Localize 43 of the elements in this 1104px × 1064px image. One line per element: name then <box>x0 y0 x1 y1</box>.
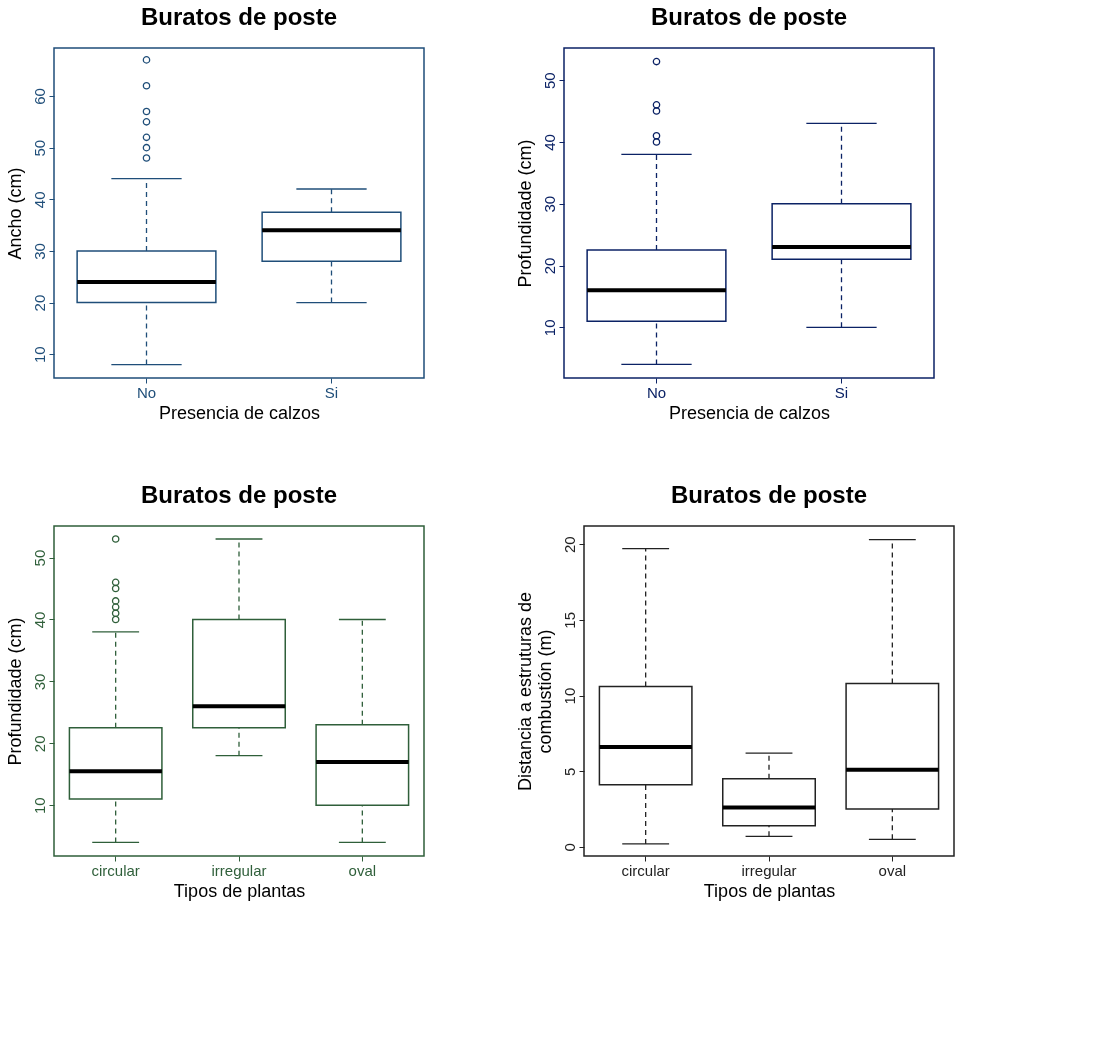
y-tick-label: 20 <box>540 257 558 275</box>
y-tick-label: 20 <box>30 735 48 753</box>
y-tick-label: 40 <box>30 191 48 209</box>
y-tick-label: 5 <box>560 767 578 776</box>
chart-title: Buratos de poste <box>140 481 338 508</box>
y-axis-title: Profundidade (cm) <box>514 139 535 288</box>
y-tick-label: 50 <box>30 139 48 157</box>
y-tick-label: 30 <box>30 243 48 260</box>
y-tick-label: 15 <box>560 612 578 629</box>
y-tick-label: 20 <box>560 536 578 554</box>
x-tick-label: irregular <box>211 861 267 879</box>
y-axis-title: Distancia a estruturas de combustión (m) <box>514 591 555 792</box>
y-tick-label: 10 <box>560 687 578 705</box>
x-tick-label: Si <box>834 383 849 401</box>
x-axis-title: Tipos de plantas <box>173 880 306 901</box>
x-tick-label: oval <box>878 861 907 879</box>
x-tick-label: oval <box>348 861 377 879</box>
y-tick-label: 60 <box>30 88 48 105</box>
x-tick-label: No <box>646 383 667 401</box>
chart-title: Buratos de poste <box>670 481 868 508</box>
x-axis-title: Presencia de calzos <box>668 402 831 423</box>
x-tick-label: irregular <box>741 861 797 879</box>
y-tick-label: 20 <box>30 294 48 312</box>
x-tick-label: circular <box>91 861 140 879</box>
y-axis-title: Profundidade (cm) <box>4 617 25 766</box>
x-axis-title: Tipos de plantas <box>703 880 836 901</box>
chart-title: Buratos de poste <box>650 3 848 30</box>
x-tick-label: No <box>136 383 157 401</box>
y-tick-label: 0 <box>560 843 578 852</box>
y-tick-label: 10 <box>30 346 48 364</box>
y-tick-label: 50 <box>540 72 558 89</box>
y-axis-title: Ancho (cm) <box>4 167 25 260</box>
y-tick-label: 10 <box>30 797 48 815</box>
x-tick-label: Si <box>324 383 339 401</box>
y-tick-label: 30 <box>30 673 48 691</box>
y-tick-label: 40 <box>30 611 48 629</box>
x-tick-label: circular <box>621 861 670 879</box>
y-tick-label: 50 <box>30 549 48 567</box>
y-tick-label: 40 <box>540 134 558 151</box>
x-axis-title: Presencia de calzos <box>158 402 321 423</box>
chart-title: Buratos de poste <box>140 3 338 30</box>
y-tick-label: 10 <box>540 319 558 337</box>
y-tick-label: 30 <box>540 195 558 213</box>
